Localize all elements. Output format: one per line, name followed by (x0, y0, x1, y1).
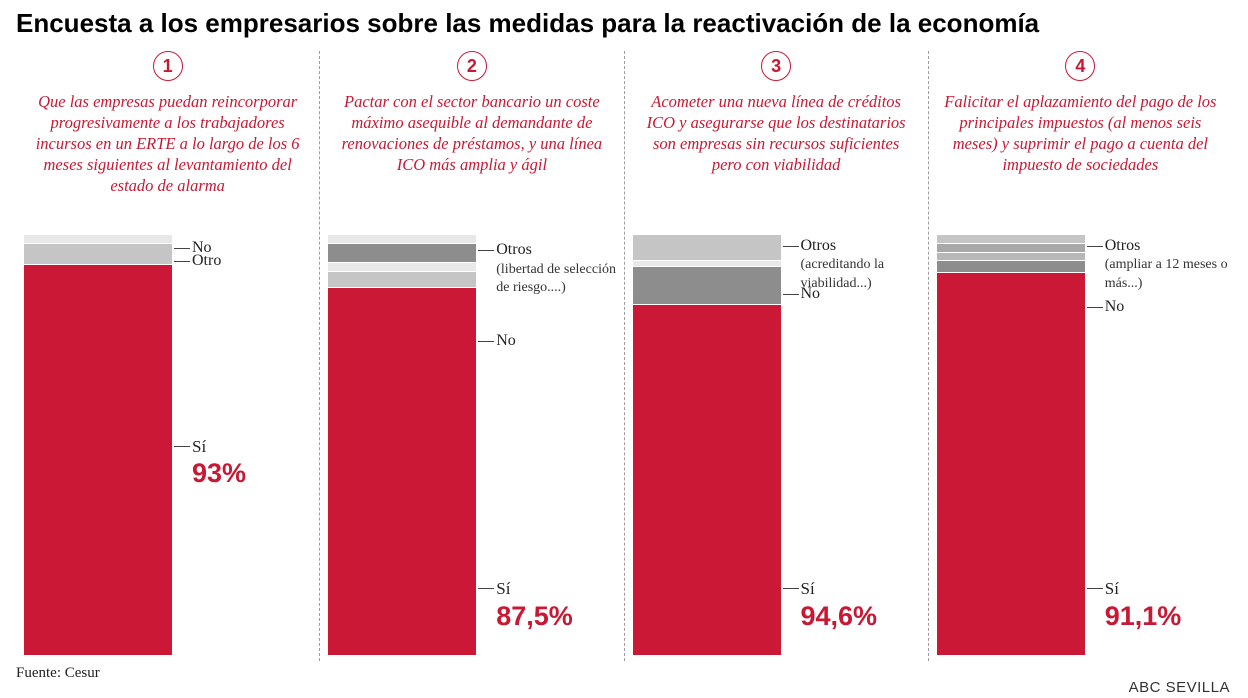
panel-number-badge: 2 (457, 51, 487, 81)
segment-label: No (496, 332, 516, 350)
si-label-block: Sí91,1% (1105, 579, 1182, 632)
label-group: NoOtroSí93% (172, 235, 322, 655)
si-percent: 87,5% (496, 601, 573, 632)
label-text: Otros (801, 237, 837, 254)
segment-otros (328, 243, 476, 262)
label-text: Otros (496, 241, 532, 258)
credit-label: ABC SEVILLA (1129, 679, 1230, 696)
segment-label: Otro (192, 252, 221, 270)
si-word: Sí (192, 437, 246, 457)
panels-row: 1 Que las empresas puedan reincorporar pr… (16, 51, 1232, 661)
segment-sp1 (328, 235, 476, 243)
si-label-block: Sí94,6% (801, 579, 878, 632)
segment-si (633, 304, 781, 655)
panel-question: Pactar con el sector bancario un coste m… (328, 91, 615, 221)
chart-title: Encuesta a los empresarios sobre las med… (16, 8, 1232, 39)
panel-4: 4 Falicitar el aplazamiento del pago de l… (928, 51, 1232, 661)
leader-line (174, 261, 190, 262)
segment-label: Otros(acreditando la viabilidad...) (801, 237, 931, 292)
chart-area: Otros (libertad de selección de riesgo...… (328, 235, 615, 655)
label-group: Otros(acreditando la viabilidad...)No Sí9… (781, 235, 931, 655)
segment-otro (24, 243, 172, 264)
label-text: Otro (192, 252, 221, 269)
segment-label: Otros (ampliar a 12 meses o más...) (1105, 237, 1235, 292)
segment-otros (633, 235, 781, 260)
panel-1: 1 Que las empresas puedan reincorporar pr… (16, 51, 319, 661)
leader-line (1087, 588, 1103, 589)
leader-line (478, 588, 494, 589)
segment-no (633, 266, 781, 304)
si-percent: 94,6% (801, 601, 878, 632)
si-label-block: Sí93% (192, 437, 246, 490)
si-word: Sí (801, 579, 878, 599)
segment-label: No (801, 285, 821, 303)
chart-area: Otros(acreditando la viabilidad...)NoSí9… (633, 235, 920, 655)
segment-no_top (24, 235, 172, 243)
bar-stack (937, 235, 1085, 655)
bar-stack (633, 235, 781, 655)
leader-line (478, 250, 494, 251)
source-label: Fuente: Cesur (16, 665, 1232, 682)
segment-si (328, 287, 476, 655)
si-word: Sí (496, 579, 573, 599)
panel-question: Que las empresas puedan reincorporar pro… (24, 91, 311, 221)
bar-stack (328, 235, 476, 655)
label-group: Otros (ampliar a 12 meses o más...) No Sí91… (1085, 235, 1235, 655)
label-text: No (801, 285, 821, 302)
si-percent: 93% (192, 458, 246, 489)
leader-line (1087, 246, 1103, 247)
label-text: Otros (1105, 237, 1141, 254)
segment-label: No (1105, 298, 1125, 316)
segment-label: Otros (libertad de selección de riesgo...… (496, 241, 626, 296)
label-subtext: (ampliar a 12 meses o más...) (1105, 257, 1228, 290)
chart-area: Otros(ampliar a 12 meses o más...)NoSí91… (937, 235, 1224, 655)
chart-area: NoOtroSí93% (24, 235, 311, 655)
panel-3: 3 Acometer una nueva línea de créditos IC… (624, 51, 928, 661)
segment-no (328, 271, 476, 288)
label-subtext: (libertad de selección de riesgo....) (496, 262, 616, 295)
segment-si (937, 272, 1085, 655)
bar-stack (24, 235, 172, 655)
leader-line (783, 294, 799, 295)
segment-o3 (937, 252, 1085, 260)
segment-o2 (937, 243, 1085, 251)
leader-line (174, 446, 190, 447)
si-percent: 91,1% (1105, 601, 1182, 632)
si-label-block: Sí87,5% (496, 579, 573, 632)
panel-question: Falicitar el aplazamiento del pago de lo… (937, 91, 1224, 221)
leader-line (783, 588, 799, 589)
segment-o1 (937, 235, 1085, 243)
segment-no (937, 260, 1085, 272)
panel-question: Acometer una nueva línea de créditos ICO… (633, 91, 920, 221)
si-word: Sí (1105, 579, 1182, 599)
leader-line (478, 341, 494, 342)
panel-number-badge: 4 (1065, 51, 1095, 81)
label-text: No (1105, 298, 1125, 315)
label-text: No (496, 332, 516, 349)
segment-si (24, 264, 172, 655)
leader-line (174, 248, 190, 249)
label-group: Otros (libertad de selección de riesgo...… (476, 235, 626, 655)
panel-2: 2 Pactar con el sector bancario un coste … (319, 51, 623, 661)
leader-line (1087, 307, 1103, 308)
segment-sp2 (328, 262, 476, 270)
panel-number-badge: 3 (761, 51, 791, 81)
leader-line (783, 246, 799, 247)
panel-number-badge: 1 (153, 51, 183, 81)
